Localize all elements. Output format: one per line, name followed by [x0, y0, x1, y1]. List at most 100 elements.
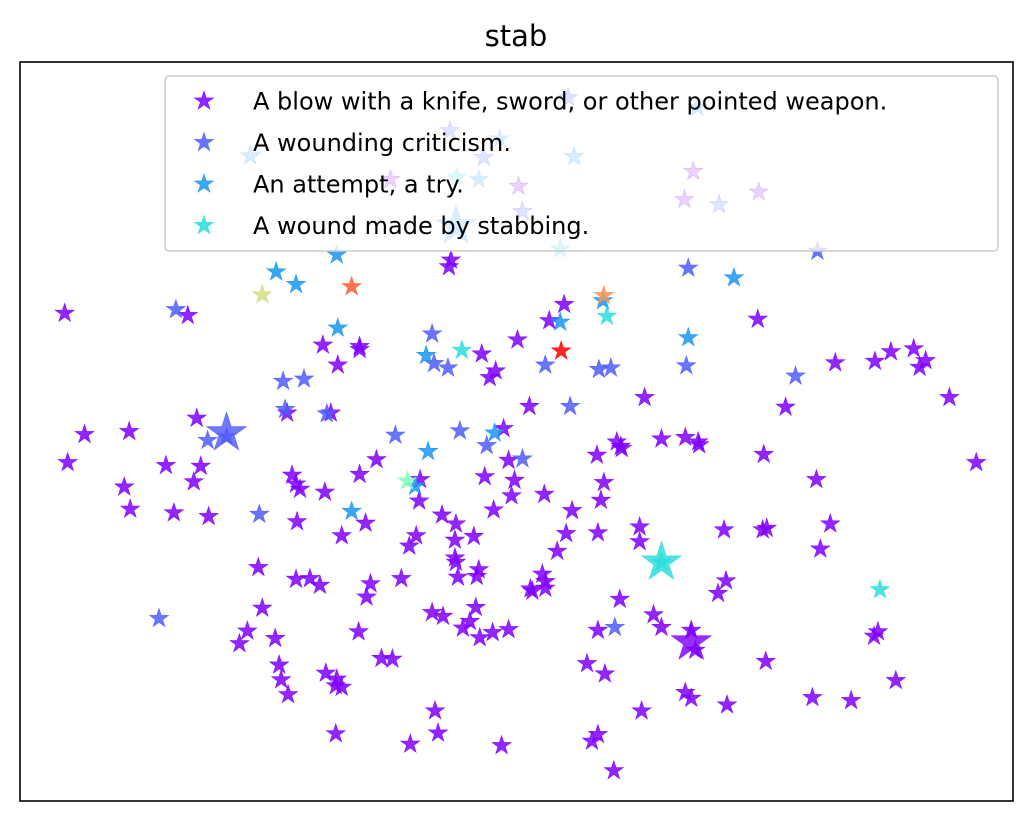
data-point-series-0 — [493, 417, 515, 438]
data-point-series-0 — [270, 668, 292, 689]
data-point-series-0 — [687, 430, 709, 451]
data-point-series-0 — [177, 304, 199, 325]
data-point-series-0 — [715, 569, 737, 590]
data-point-series-2 — [417, 440, 439, 461]
data-point-series-0 — [381, 648, 403, 668]
data-point-series-0 — [444, 529, 466, 550]
data-point-series-0 — [264, 627, 286, 648]
data-point-series-0 — [491, 734, 513, 755]
data-point-series-0 — [421, 601, 443, 622]
data-point-series-0 — [805, 468, 827, 489]
data-point-series-0 — [518, 395, 540, 416]
data-point-series-1 — [476, 434, 498, 455]
legend-label: A blow with a knife, sword, or other poi… — [253, 88, 887, 116]
data-point-series-0 — [251, 597, 273, 617]
data-point-series-0 — [198, 505, 220, 526]
data-point-series-1 — [421, 322, 443, 343]
legend-marker — [193, 90, 215, 110]
data-point-series-0 — [819, 512, 841, 533]
data-point-series-0 — [531, 563, 553, 584]
legend-label: An attempt, a try. — [253, 171, 464, 199]
data-point-series-0 — [885, 669, 907, 690]
data-point-series-0 — [183, 470, 205, 491]
data-point-series-0 — [327, 354, 349, 374]
data-point-series-0 — [349, 338, 371, 359]
data-point-series-0 — [349, 463, 371, 484]
data-point-series-0 — [424, 699, 446, 720]
data-point-series-0 — [587, 723, 609, 744]
data-points — [54, 127, 987, 780]
data-point-series-0 — [483, 498, 505, 519]
faded-point — [473, 146, 495, 167]
data-point-series-0 — [445, 551, 467, 572]
data-point-series-2 — [415, 344, 437, 365]
data-point-series-0 — [431, 504, 453, 524]
data-point-series-0 — [445, 512, 467, 533]
data-point-series-3 — [869, 578, 891, 599]
data-point-series-0 — [289, 478, 311, 499]
data-point-series-0 — [863, 625, 885, 646]
data-point-series-0 — [355, 512, 376, 533]
faded-point — [508, 175, 529, 196]
data-point-series-1 — [512, 447, 533, 468]
data-point-series-0 — [438, 255, 460, 276]
data-point-series-3 — [596, 305, 618, 326]
data-point-series-1 — [248, 503, 270, 524]
data-point-series-0 — [609, 588, 631, 609]
faded-point — [512, 200, 533, 221]
data-point-series-2 — [723, 266, 745, 287]
data-point-series-4 — [396, 470, 418, 490]
data-point-series-0 — [534, 570, 556, 591]
data-point-series-1 — [449, 419, 471, 440]
data-point-series-2 — [285, 273, 307, 294]
data-point-series-0 — [713, 518, 735, 539]
data-point-series-0 — [190, 455, 212, 476]
data-point-series-2 — [341, 500, 363, 521]
data-point-series-0 — [909, 356, 931, 377]
data-point-series-0 — [331, 676, 353, 697]
faded-point — [673, 188, 695, 209]
data-point-series-0 — [501, 484, 522, 505]
data-point-series-0 — [474, 465, 496, 486]
data-point-series-0 — [593, 471, 615, 492]
data-point-series-0 — [594, 662, 616, 683]
data-point-series-0 — [277, 683, 299, 704]
data-point-series-0 — [399, 733, 421, 753]
data-point-series-0 — [534, 577, 556, 598]
data-point-series-0 — [643, 603, 664, 624]
data-point-series-2 — [265, 260, 287, 281]
data-point-series-0 — [186, 407, 208, 428]
faded-point — [439, 119, 461, 140]
data-point-series-0 — [538, 309, 560, 330]
legend-marker — [193, 214, 215, 235]
data-point-series-0 — [651, 616, 672, 637]
faded-point — [239, 144, 261, 165]
data-point-series-0 — [331, 524, 353, 545]
data-point-series-0 — [366, 448, 387, 469]
highlighted-point — [670, 620, 713, 660]
data-point-series-0 — [555, 522, 577, 543]
data-point-series-8 — [550, 339, 572, 360]
data-point-series-0 — [463, 525, 485, 546]
data-point-series-0 — [163, 501, 185, 522]
data-point-series-1 — [272, 370, 294, 391]
data-point-series-0 — [747, 308, 769, 329]
data-point-series-0 — [753, 443, 775, 464]
data-point-series-0 — [74, 423, 95, 444]
data-point-series-0 — [533, 483, 555, 504]
data-point-series-0 — [405, 524, 427, 545]
data-point-series-0 — [504, 469, 525, 490]
data-point-series-1 — [316, 402, 338, 423]
legend: A blow with a knife, sword, or other poi… — [164, 75, 999, 258]
data-point-series-0 — [674, 426, 696, 447]
data-point-series-0 — [113, 475, 135, 496]
data-point-series-0 — [452, 617, 474, 637]
faded-point — [686, 96, 708, 116]
data-point-series-0 — [824, 351, 846, 372]
data-point-series-0 — [586, 444, 608, 465]
data-point-series-6 — [593, 284, 615, 305]
data-point-series-0 — [587, 521, 609, 542]
data-point-series-0 — [521, 580, 543, 600]
data-point-series-0 — [840, 689, 862, 710]
data-point-series-0 — [507, 328, 528, 349]
